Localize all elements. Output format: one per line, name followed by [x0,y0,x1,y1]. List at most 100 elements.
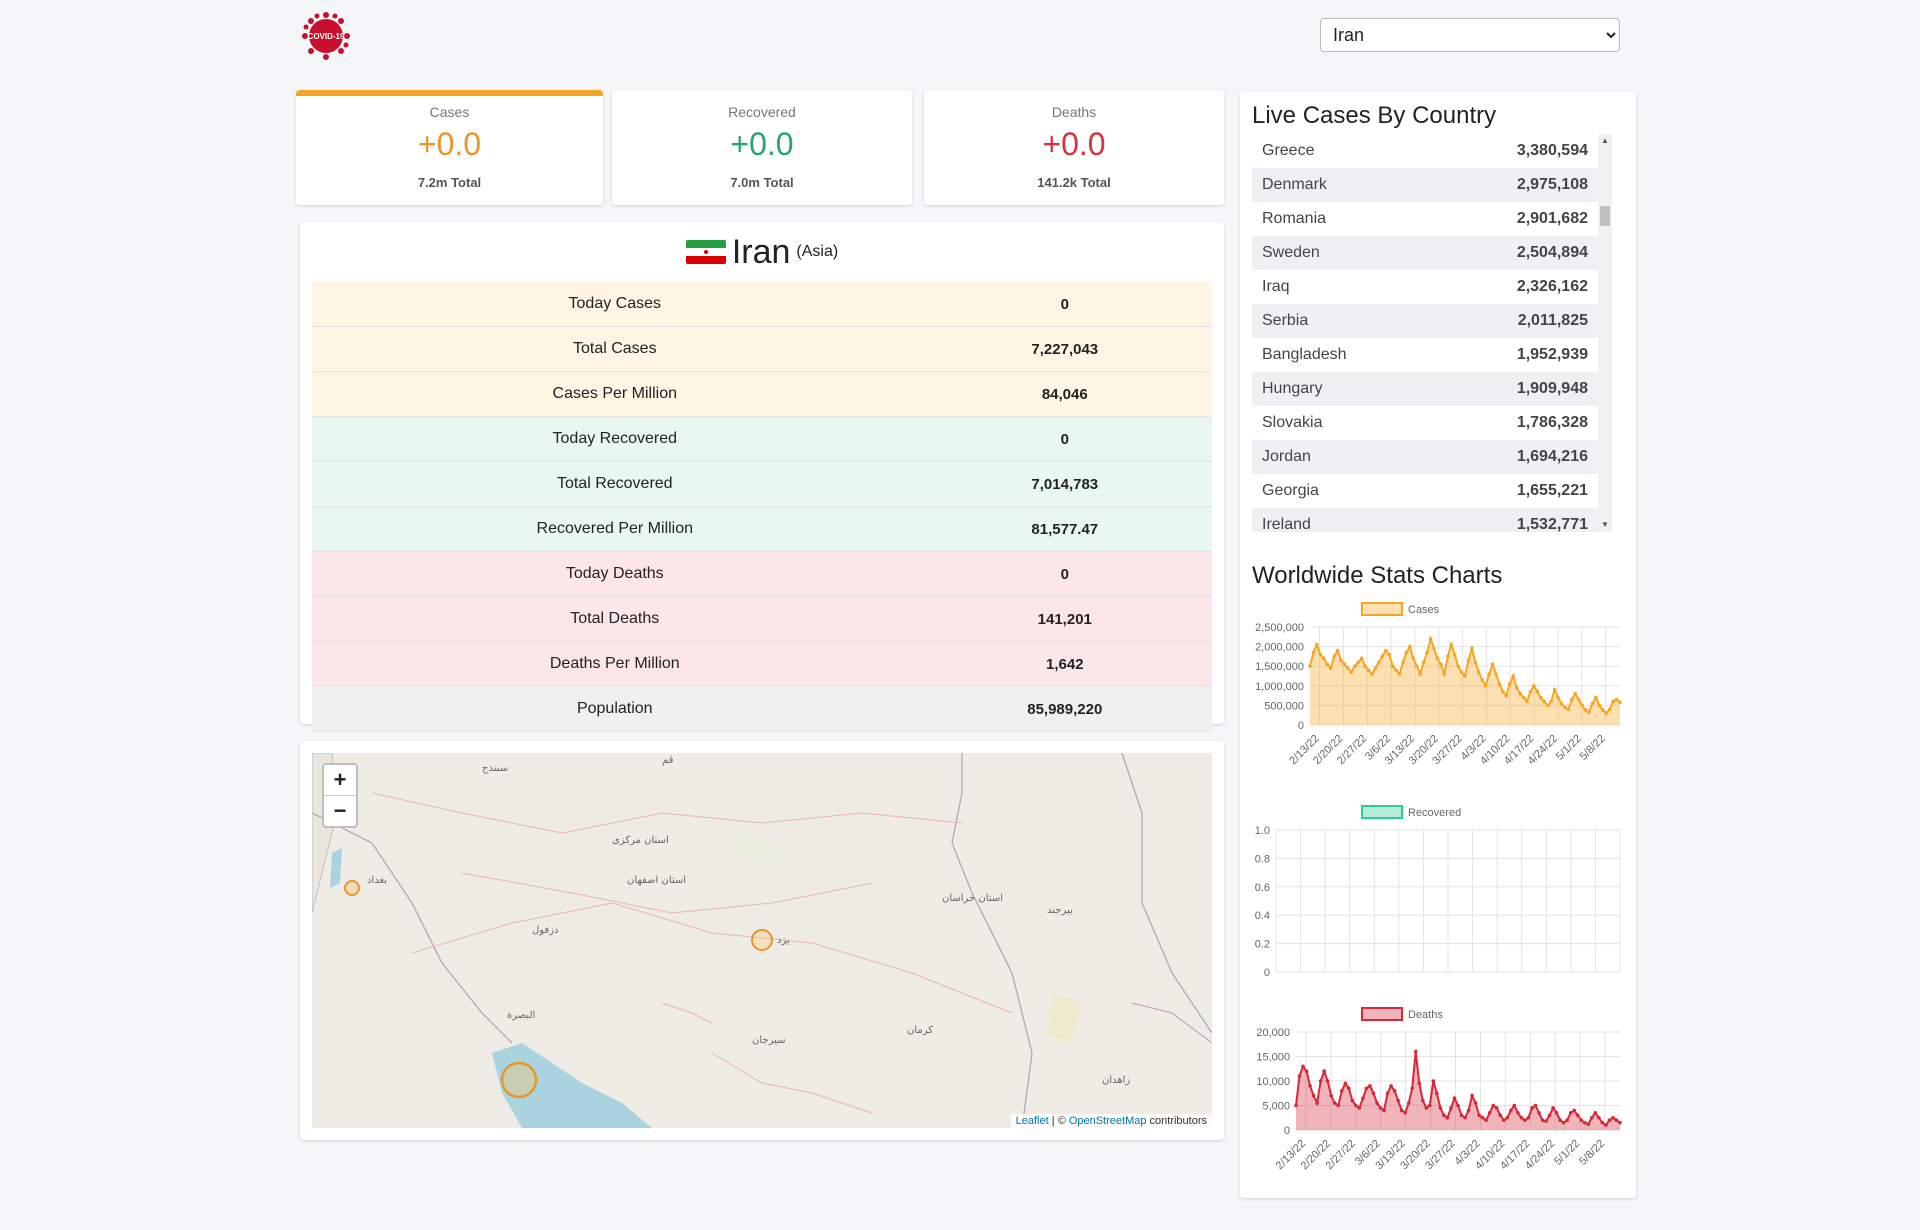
data-point [1356,660,1361,665]
data-point [1547,1113,1552,1118]
y-tick-label: 2,000,000 [1255,642,1304,654]
list-scrollbar[interactable]: ▲ ▼ [1598,134,1612,532]
country-cases: 3,380,594 [1516,142,1588,159]
data-point [1452,1096,1457,1100]
list-item[interactable]: Hungary 1,909,948 [1252,372,1598,406]
row-label: Population [312,686,918,732]
data-point [1321,656,1326,661]
data-point [1318,1079,1323,1083]
chart-legend: Cases [1361,602,1440,616]
map-zoom-control: + − [322,763,358,828]
data-point [1575,1113,1580,1118]
country-cases: 2,326,162 [1516,278,1588,295]
osm-link[interactable]: OpenStreetMap [1068,1115,1147,1127]
country-select[interactable]: Iran [1320,18,1620,52]
scroll-down-arrow-icon[interactable]: ▼ [1601,520,1609,529]
scroll-up-arrow-icon[interactable]: ▲ [1601,136,1609,145]
list-item[interactable]: Sweden 2,504,894 [1252,236,1598,270]
row-value: 85,989,220 [917,686,1212,732]
list-item[interactable]: Romania 2,901,682 [1252,202,1598,236]
data-point [1363,664,1367,668]
data-point [1507,682,1512,686]
country-name: Denmark [1262,176,1327,193]
deaths-card[interactable]: Deaths +0.0 141.2k Total [924,90,1224,205]
list-item[interactable]: Bangladesh 1,952,939 [1252,338,1598,372]
data-point [1456,664,1460,668]
row-value: 0 [917,551,1212,597]
country-name: Romania [1262,210,1327,227]
data-point [1477,1113,1481,1118]
row-value: 0 [917,416,1212,462]
list-item[interactable]: Iraq 2,326,162 [1252,270,1598,304]
data-point [1311,1093,1316,1098]
data-point [1366,668,1371,672]
data-point [1399,1108,1404,1113]
data-point [1490,662,1495,667]
table-row: Today Recovered 0 [312,416,1212,462]
data-point [1573,691,1578,696]
list-item[interactable]: Denmark 2,975,108 [1252,168,1598,202]
data-point [1538,695,1543,700]
zoom-in-button[interactable]: + [333,767,347,792]
scrollbar-thumb[interactable] [1600,206,1610,226]
svg-text:استان اصفهان: استان اصفهان [627,875,686,886]
data-point [1445,654,1450,659]
legend-swatch [1361,1007,1403,1021]
data-point [1431,1079,1436,1083]
svg-text:سیرجان: سیرجان [752,1035,786,1046]
data-point [1383,648,1388,653]
country-name: Slovakia [1262,414,1323,431]
data-point [1418,672,1423,676]
cases-card[interactable]: Cases +0.0 7.2m Total [296,90,603,205]
data-point [1607,1118,1612,1122]
data-point [1526,1115,1531,1120]
data-point [1473,1101,1478,1105]
data-point [1542,699,1547,704]
country-info-panel: Iran (Asia) Today Cases 0 Total Cases 7,227… [300,222,1224,732]
leaflet-link[interactable]: Leaflet [1015,1115,1049,1127]
list-item[interactable]: Greece 3,380,594 [1252,134,1598,168]
data-point [1325,662,1330,667]
country-name: Greece [1262,142,1315,159]
data-point [1580,703,1584,708]
data-point [1315,642,1319,647]
data-point [1554,1111,1559,1115]
table-row: Today Cases 0 [312,282,1212,327]
data-point [1328,666,1333,670]
zoom-out-button[interactable]: − [324,795,356,826]
data-point [1445,1115,1450,1120]
data-point [1294,1103,1298,1108]
data-point [1593,1111,1598,1115]
data-point [1532,684,1536,688]
row-label: Cases Per Million [312,371,918,417]
data-point [1411,656,1416,661]
data-point [1359,656,1364,661]
data-point [1301,1064,1305,1069]
y-tick-label: 0.8 [1255,853,1270,865]
table-row: Cases Per Million 84,046 [312,371,1212,417]
list-item[interactable]: Georgia 1,655,221 [1252,474,1598,508]
list-item[interactable]: Jordan 1,694,216 [1252,440,1598,474]
data-point [1533,1103,1538,1108]
data-point [1504,693,1509,698]
data-point [1339,1089,1344,1093]
row-label: Recovered Per Million [312,506,918,552]
y-tick-label: 0.6 [1255,882,1270,894]
data-point [1476,670,1481,674]
list-item[interactable]: Ireland 1,532,771 [1252,508,1598,532]
data-point [1349,670,1354,674]
data-point [1347,1086,1351,1091]
attribution-suffix: contributors [1146,1115,1207,1127]
cases-chart: Cases 0 500,000 1,000,000 1,500,000 2,000,000… [1255,602,1622,767]
live-cases-list[interactable]: Greece 3,380,594 Denmark 2,975,108 Romania… [1252,134,1624,532]
data-point [1414,664,1419,668]
data-point [1618,700,1622,705]
country-cases: 2,504,894 [1516,244,1588,261]
list-item[interactable]: Serbia 2,011,825 [1252,304,1598,338]
logo-text: COVID-19 [308,32,345,41]
data-point [1459,1113,1464,1118]
map-canvas[interactable]: سنندج قم استان مرکزی یزد بیرجند استان اصفه… [312,753,1212,1128]
data-point [1521,695,1526,700]
recovered-card[interactable]: Recovered +0.0 7.0m Total [612,90,912,205]
list-item[interactable]: Slovakia 1,786,328 [1252,406,1598,440]
